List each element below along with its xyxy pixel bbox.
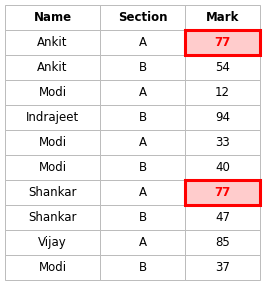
Bar xyxy=(185,255,260,280)
Text: A: A xyxy=(139,186,147,199)
Bar xyxy=(185,180,260,205)
Text: B: B xyxy=(138,261,147,274)
Bar xyxy=(185,5,260,30)
Text: B: B xyxy=(138,111,147,124)
Bar xyxy=(100,205,185,230)
Text: 12: 12 xyxy=(215,86,230,99)
Text: 40: 40 xyxy=(215,161,230,174)
Text: A: A xyxy=(139,136,147,149)
Bar xyxy=(5,180,100,205)
Text: Name: Name xyxy=(33,11,72,24)
Bar xyxy=(185,30,260,55)
Bar xyxy=(100,130,185,155)
Text: 94: 94 xyxy=(215,111,230,124)
Text: Modi: Modi xyxy=(38,261,67,274)
Bar xyxy=(5,105,100,130)
Bar xyxy=(5,80,100,105)
Text: 54: 54 xyxy=(215,61,230,74)
Bar xyxy=(5,155,100,180)
Bar xyxy=(100,180,185,205)
Bar xyxy=(185,80,260,105)
Text: Mark: Mark xyxy=(206,11,239,24)
Bar xyxy=(5,230,100,255)
Bar xyxy=(5,30,100,55)
Text: A: A xyxy=(139,36,147,49)
Text: Shankar: Shankar xyxy=(28,211,77,224)
Bar xyxy=(185,30,260,55)
Text: Indrajeet: Indrajeet xyxy=(26,111,79,124)
Bar xyxy=(100,80,185,105)
Bar xyxy=(100,105,185,130)
Bar xyxy=(100,5,185,30)
Text: A: A xyxy=(139,86,147,99)
Text: 37: 37 xyxy=(215,261,230,274)
Bar xyxy=(5,130,100,155)
Bar xyxy=(100,55,185,80)
Text: Modi: Modi xyxy=(38,161,67,174)
Bar xyxy=(100,255,185,280)
Bar xyxy=(100,30,185,55)
Bar xyxy=(100,155,185,180)
Text: B: B xyxy=(138,61,147,74)
Text: 85: 85 xyxy=(215,236,230,249)
Bar xyxy=(5,205,100,230)
Bar xyxy=(100,230,185,255)
Text: A: A xyxy=(139,236,147,249)
Bar xyxy=(185,230,260,255)
Bar xyxy=(185,130,260,155)
Bar xyxy=(185,180,260,205)
Text: Ankit: Ankit xyxy=(37,61,68,74)
Text: Shankar: Shankar xyxy=(28,186,77,199)
Bar xyxy=(185,55,260,80)
Bar xyxy=(5,255,100,280)
Text: Modi: Modi xyxy=(38,86,67,99)
Text: 77: 77 xyxy=(214,36,231,49)
Text: 47: 47 xyxy=(215,211,230,224)
Text: B: B xyxy=(138,161,147,174)
Bar xyxy=(5,55,100,80)
Text: 77: 77 xyxy=(214,186,231,199)
Text: Vijay: Vijay xyxy=(38,236,67,249)
Bar xyxy=(185,205,260,230)
Text: B: B xyxy=(138,211,147,224)
Text: Modi: Modi xyxy=(38,136,67,149)
Text: 33: 33 xyxy=(215,136,230,149)
Text: Section: Section xyxy=(118,11,167,24)
Bar xyxy=(185,105,260,130)
Text: Ankit: Ankit xyxy=(37,36,68,49)
Bar xyxy=(185,155,260,180)
Bar xyxy=(5,5,100,30)
